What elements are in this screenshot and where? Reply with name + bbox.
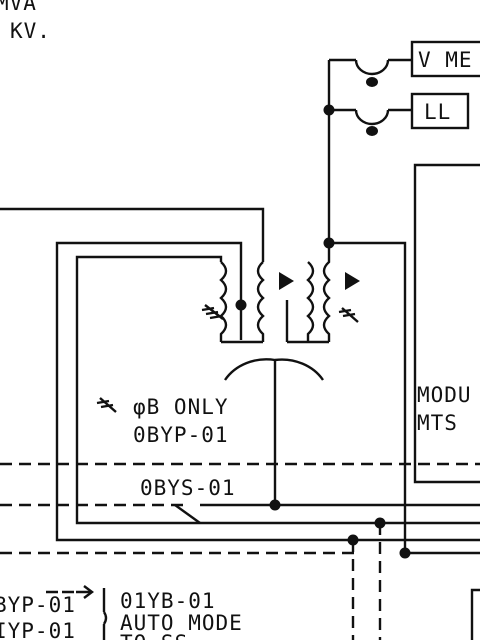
meter-fuse-arc bbox=[354, 59, 390, 76]
kv-label: KV. bbox=[10, 19, 51, 43]
arrow-head bbox=[83, 585, 94, 599]
junction-dot bbox=[374, 517, 386, 529]
brace bbox=[102, 588, 108, 640]
bottom-right-label: 01YB-01 bbox=[120, 589, 216, 613]
meter-box-label: V ME bbox=[418, 48, 473, 72]
auto-mode-label: AUTO MODE bbox=[120, 611, 243, 635]
ct-coil bbox=[256, 261, 265, 342]
module-box bbox=[413, 163, 480, 484]
mts-label: MTS bbox=[417, 411, 458, 435]
meter-fuse-symbol bbox=[366, 77, 378, 87]
polarity-marker bbox=[279, 272, 294, 290]
outer-loop-left bbox=[55, 241, 480, 542]
to-ss-label: TO SS bbox=[120, 631, 188, 640]
outer-loop-right bbox=[329, 241, 407, 553]
bottom-left-label-1: BYP-01 bbox=[0, 593, 76, 617]
ct-bottom bbox=[285, 300, 329, 344]
ll-fuse-arc bbox=[354, 109, 390, 126]
ground-symbol bbox=[201, 304, 224, 320]
polarity-marker bbox=[345, 272, 360, 290]
ct-coil bbox=[219, 261, 228, 342]
ct-coil bbox=[306, 261, 315, 342]
ybp-label: 0BYP-01 bbox=[133, 423, 229, 447]
transformer-winding bbox=[224, 358, 324, 381]
bottom-right-box bbox=[470, 588, 480, 640]
phase-only-label: φB ONLY bbox=[133, 395, 229, 419]
ysys-label: 0BYS-01 bbox=[140, 476, 236, 500]
module-label: MODU bbox=[417, 383, 472, 407]
junction-dot bbox=[347, 534, 359, 546]
ground-symbol bbox=[96, 397, 117, 413]
mva-label: MVA bbox=[0, 0, 37, 15]
junction-dot bbox=[323, 104, 335, 116]
inner-loop bbox=[75, 255, 480, 525]
ll-box-label: LL bbox=[424, 100, 451, 124]
leader-line bbox=[174, 504, 201, 524]
ct-coil bbox=[322, 243, 331, 342]
ll-fuse-symbol bbox=[366, 126, 378, 136]
bottom-left-label-2: IYP-01 bbox=[0, 619, 76, 640]
ground-symbol bbox=[338, 307, 359, 323]
feeder-line bbox=[0, 207, 265, 262]
